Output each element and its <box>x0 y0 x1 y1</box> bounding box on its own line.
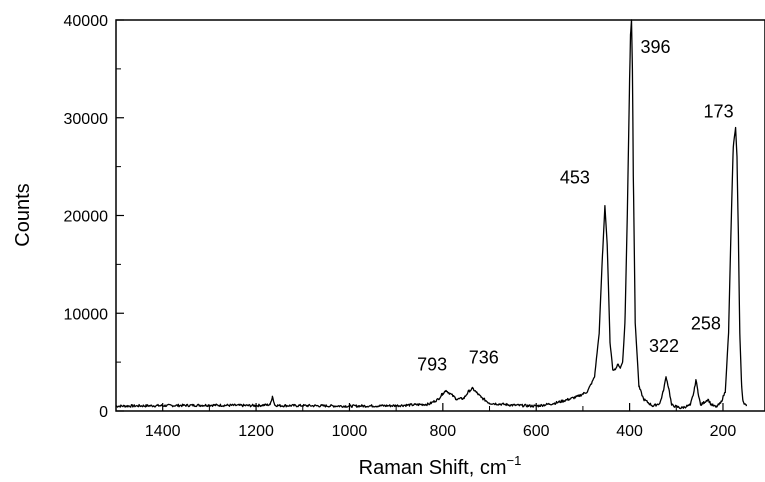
peak-annotations: 793 736 453 396 322 258 173 <box>417 37 734 374</box>
y-tick-label: 40000 <box>64 13 109 30</box>
x-axis-label-main: Raman Shift, cm <box>359 457 507 479</box>
y-tick-label: 20000 <box>64 209 109 226</box>
plot-frame <box>115 19 765 412</box>
x-tick-label: 800 <box>429 423 456 440</box>
x-tick-label: 400 <box>616 423 643 440</box>
x-tick-label: 200 <box>710 423 737 440</box>
peak-label-453: 453 <box>560 168 590 188</box>
y-axis-label: Counts <box>12 183 34 246</box>
y-axis-ticks: 0 10000 20000 30000 40000 <box>64 13 124 421</box>
x-tick-label: 600 <box>523 423 550 440</box>
x-tick-label: 1400 <box>145 423 181 440</box>
x-axis-ticks: 1400 1200 1000 800 600 400 200 <box>145 403 737 440</box>
peak-label-173: 173 <box>704 102 734 122</box>
peak-label-793: 793 <box>417 354 447 374</box>
y-tick-label: 0 <box>99 404 108 421</box>
y-minor-ticks <box>116 68 121 363</box>
peak-label-736: 736 <box>469 348 499 368</box>
spectrum-line <box>115 19 747 410</box>
x-tick-label: 1000 <box>332 423 368 440</box>
y-tick-label: 10000 <box>64 306 109 323</box>
peak-label-322: 322 <box>649 336 679 356</box>
peak-label-396: 396 <box>640 37 670 57</box>
peak-label-258: 258 <box>691 314 721 334</box>
y-tick-label: 30000 <box>64 111 109 128</box>
x-axis-label: Raman Shift, cm−1 <box>359 453 522 479</box>
x-tick-label: 1200 <box>238 423 274 440</box>
x-axis-label-superscript: −1 <box>507 453 522 468</box>
